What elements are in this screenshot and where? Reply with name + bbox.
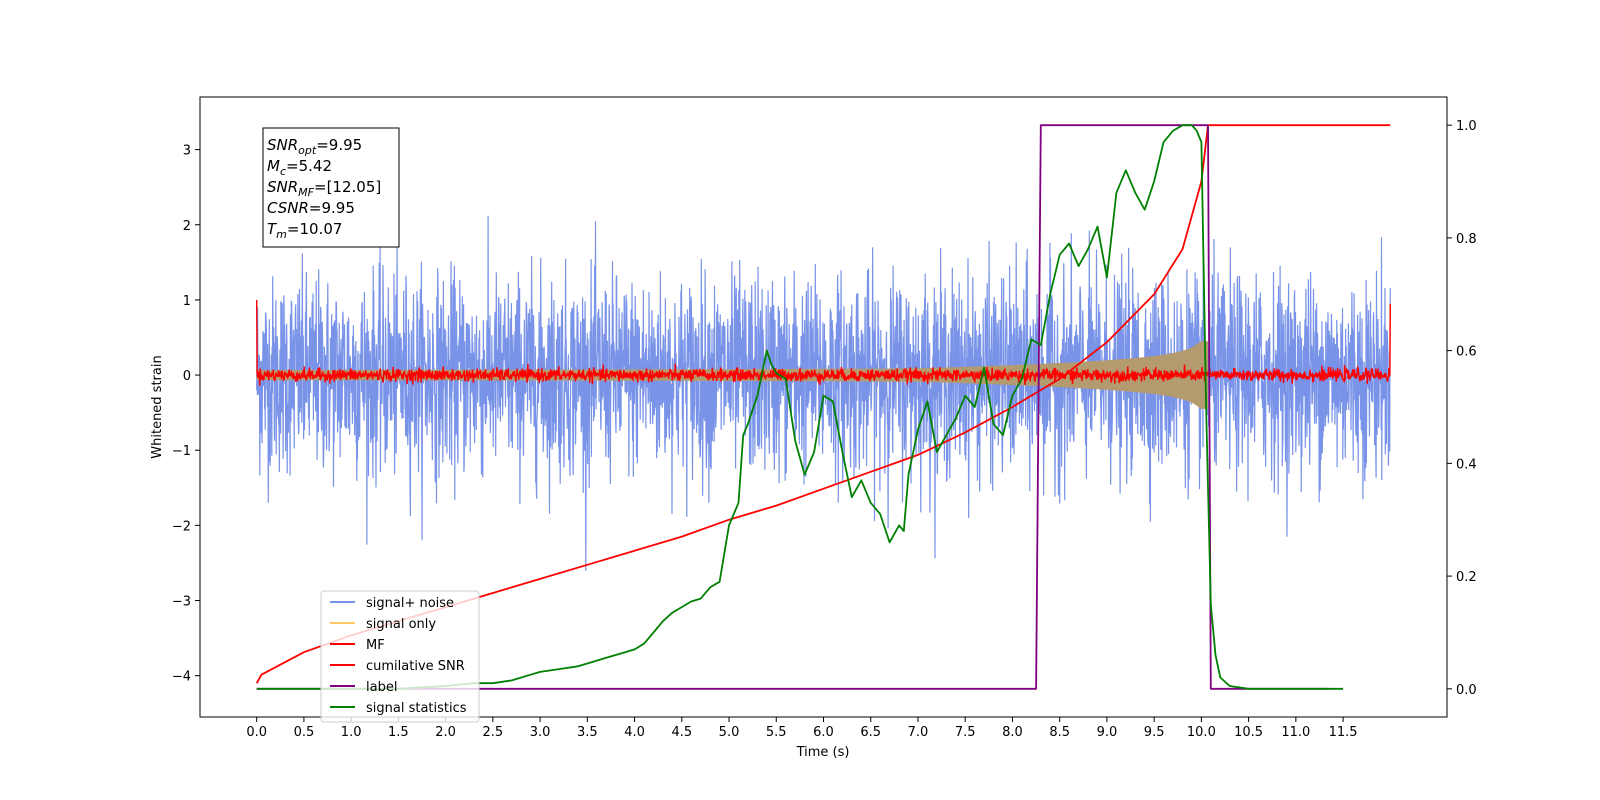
y-tick-label: −4 (172, 670, 191, 685)
x-tick-label: 11.0 (1281, 725, 1310, 740)
info-box: SNRopt=9.95Mc=5.42SNRMF=[12.05]CSNR=9.95… (262, 127, 400, 248)
x-tick-label: 9.5 (1144, 725, 1165, 740)
y-tick-label: 1 (183, 294, 191, 309)
x-tick-label: 5.0 (719, 725, 740, 740)
x-tick-label: 3.5 (577, 725, 598, 740)
y-tick-label: −2 (172, 519, 191, 534)
right-y-tick-label: 0.8 (1456, 232, 1477, 247)
x-tick-label: 10.5 (1234, 725, 1263, 740)
y-tick-label: −3 (172, 595, 191, 610)
x-tick-label: 9.0 (1097, 725, 1118, 740)
legend-label: label (366, 680, 397, 695)
y-tick-label: 2 (183, 219, 191, 234)
x-tick-label: 4.0 (624, 725, 645, 740)
x-tick-label: 0.0 (246, 725, 267, 740)
right-y-tick-label: 0.4 (1456, 457, 1477, 472)
x-tick-label: 8.5 (1049, 725, 1070, 740)
x-axis-label: Time (s) (796, 745, 850, 760)
series-signal-statistics (256, 124, 1344, 690)
legend-label: signal+ noise (366, 596, 454, 611)
legend-items: signal+ noise signal only MF cumilative SNR… (330, 596, 467, 716)
legend-frame (320, 590, 480, 723)
x-axis-ticks: 0.0 0.5 1.0 1.5 2.0 2.5 3.0 3.5 4.0 4.5 5.0 5.5 6.0 6… (246, 717, 1358, 740)
y-axis-label: Whitened strain (150, 355, 165, 458)
x-tick-label: 7.5 (955, 725, 976, 740)
x-tick-label: 6.5 (860, 725, 881, 740)
x-tick-label: 0.5 (294, 725, 315, 740)
info-line: CSNR=9.95 (267, 199, 355, 217)
right-y-axis-ticks: 1.0 0.8 0.6 0.4 0.2 0.0 (1447, 119, 1477, 698)
legend: signal+ noise signal only MF cumilative SNR… (320, 590, 480, 723)
x-tick-label: 2.5 (483, 725, 504, 740)
x-tick-label: 8.0 (1002, 725, 1023, 740)
legend-label: MF (366, 638, 385, 653)
info-lines: SNRopt=9.95Mc=5.42SNRMF=[12.05]CSNR=9.95… (267, 136, 381, 241)
x-tick-label: 6.0 (813, 725, 834, 740)
x-tick-label: 3.0 (530, 725, 551, 740)
right-y-tick-label: 0.6 (1456, 345, 1477, 360)
x-tick-label: 7.0 (908, 725, 929, 740)
y-tick-label: 0 (183, 369, 191, 384)
y-axis-ticks: 3 2 1 0 −1 −2 −3 −4 (172, 144, 200, 685)
x-tick-label: 5.5 (766, 725, 787, 740)
info-line: SNRopt=9.95 (267, 136, 362, 157)
info-line: Tm=10.07 (267, 220, 342, 241)
legend-label: cumilative SNR (366, 659, 465, 674)
right-y-tick-label: 1.0 (1456, 119, 1477, 134)
info-line: Mc=5.42 (267, 157, 332, 178)
info-line: SNRMF=[12.05] (267, 178, 381, 199)
series-mf (256, 299, 1391, 386)
x-tick-label: 4.5 (671, 725, 692, 740)
y-tick-label: 3 (183, 144, 191, 159)
x-tick-label: 10.0 (1187, 725, 1216, 740)
legend-label: signal only (366, 617, 436, 632)
x-tick-label: 11.5 (1329, 725, 1358, 740)
right-y-tick-label: 0.2 (1456, 570, 1477, 585)
right-y-tick-label: 0.0 (1456, 683, 1477, 698)
x-tick-label: 1.5 (388, 725, 409, 740)
x-tick-label: 2.0 (435, 725, 456, 740)
info-box-frame (262, 127, 400, 248)
x-tick-label: 1.0 (341, 725, 362, 740)
legend-label: signal statistics (366, 701, 467, 716)
y-tick-label: −1 (172, 444, 191, 459)
series-label (256, 124, 1329, 690)
